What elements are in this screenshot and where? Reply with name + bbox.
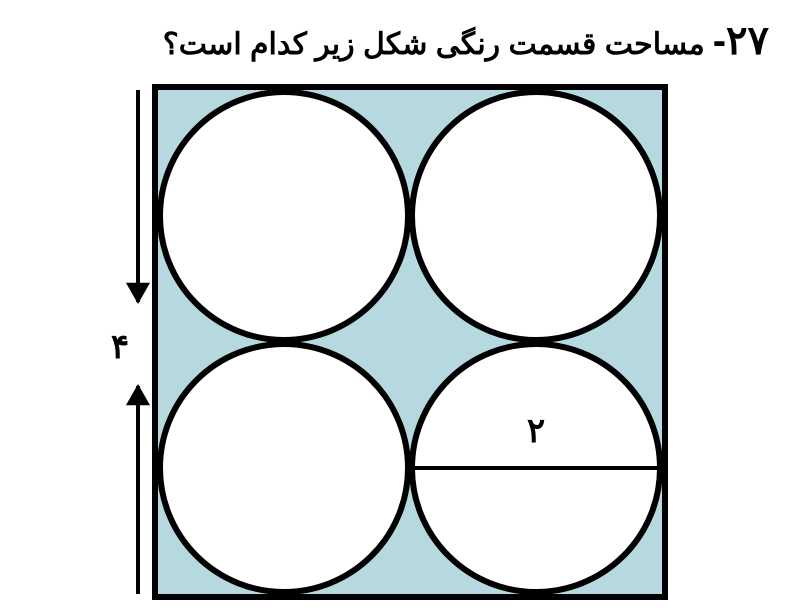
svg-text:۴: ۴ [111, 328, 129, 366]
diagram-svg: ۲۴ [90, 82, 670, 602]
geometry-diagram: ۲۴ [90, 82, 670, 602]
number-dash: - [713, 19, 726, 63]
question-header: ۲۷- مساحت قسمت رنگی شکل زیر کدام است؟ [30, 18, 769, 64]
question-text: مساحت قسمت رنگی شکل زیر کدام است؟ [163, 27, 705, 62]
question-number: ۲۷- [713, 18, 769, 64]
number-text: ۲۷ [726, 19, 769, 63]
svg-text:۲: ۲ [527, 412, 545, 450]
